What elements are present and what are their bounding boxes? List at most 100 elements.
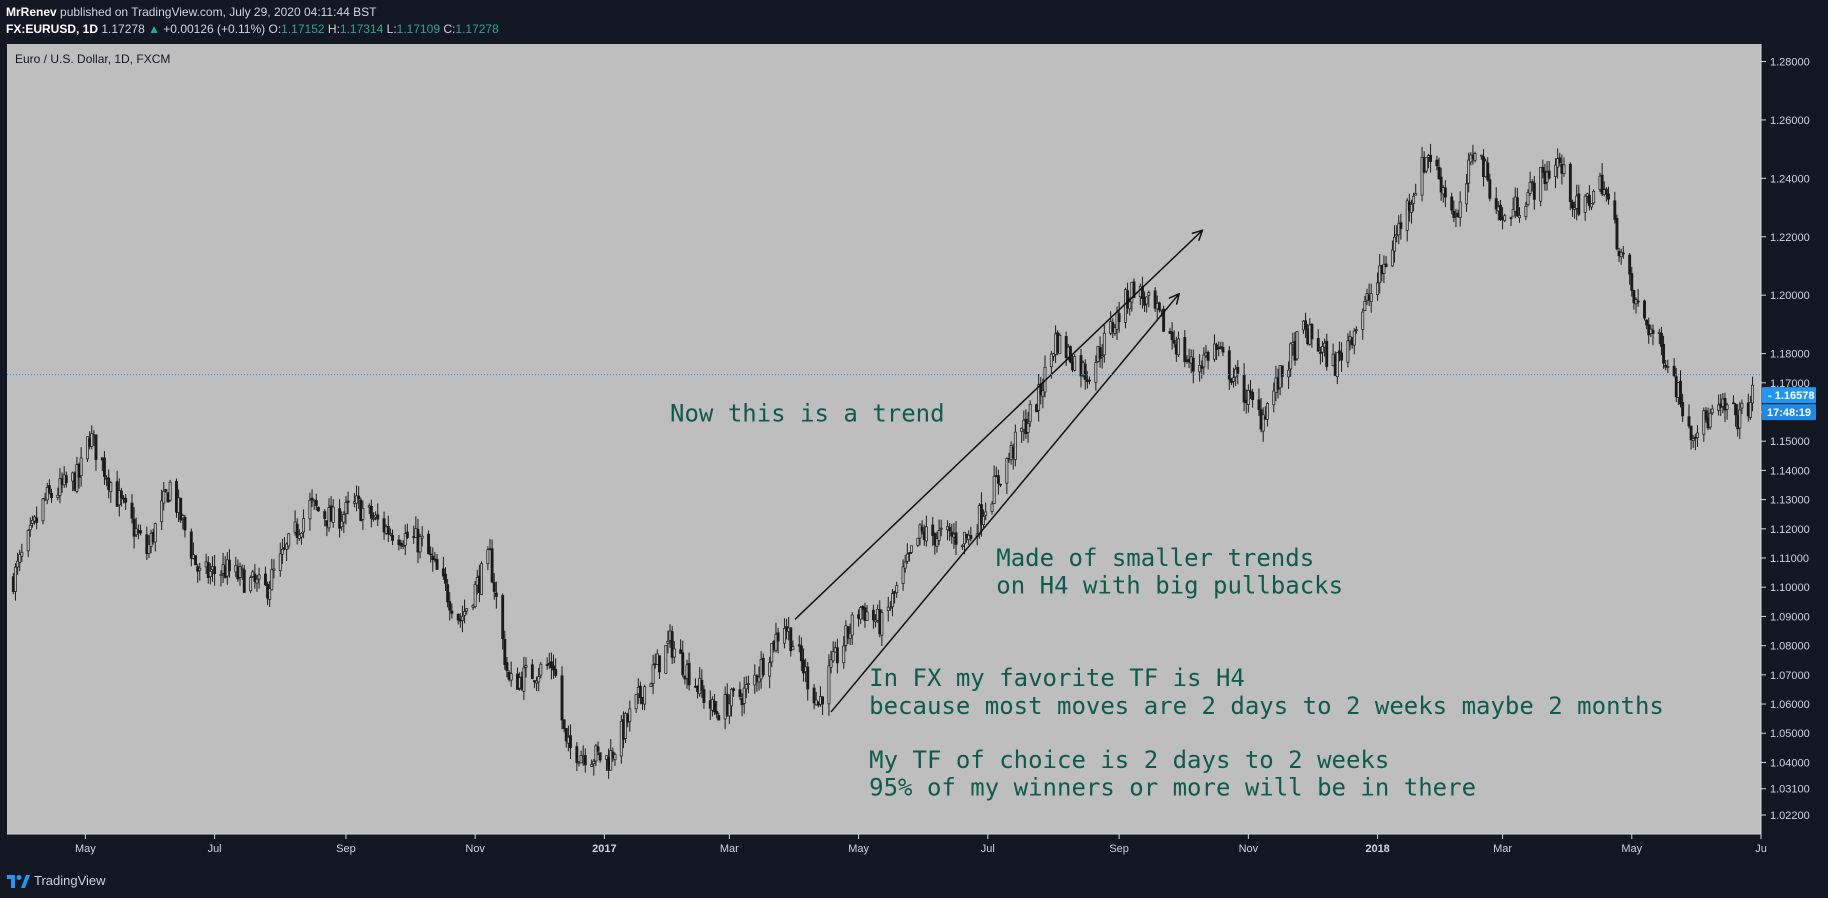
- time-tick-label: Ju: [1755, 843, 1767, 855]
- candle-body: [672, 648, 676, 658]
- candle-body: [1318, 352, 1322, 354]
- current-price-label: - 1.16578: [1768, 390, 1814, 402]
- close-label: C:: [443, 22, 456, 36]
- candle-body: [702, 689, 706, 703]
- chart-area[interactable]: Euro / U.S. Dollar, 1D, FXCM 1.28000 1.26…: [0, 44, 1828, 864]
- candle-body: [1630, 273, 1634, 291]
- candle-body: [429, 553, 433, 556]
- annotation-text[interactable]: In FX my favorite TF is H4 because most m…: [869, 664, 1664, 720]
- annotation-line: Now this is a trend: [670, 399, 945, 427]
- candle-body: [1662, 343, 1666, 364]
- candle-body: [992, 475, 996, 505]
- candle-body: [594, 745, 598, 762]
- candle-body: [1443, 187, 1447, 198]
- annotation-text[interactable]: Now this is a trend: [670, 399, 945, 427]
- candle-body: [948, 526, 952, 532]
- candle-body: [1068, 346, 1072, 363]
- candle-body: [1615, 218, 1619, 250]
- candle-body: [58, 478, 62, 496]
- candle-body: [846, 626, 850, 639]
- candle-body: [1672, 365, 1676, 376]
- candle-body: [242, 569, 246, 593]
- channel-upper-line[interactable]: [794, 231, 1202, 620]
- annotation-line: Made of smaller trends: [996, 544, 1314, 572]
- candle-body: [799, 645, 803, 662]
- countdown-tag: [1762, 404, 1816, 421]
- candle-body: [132, 518, 136, 537]
- candle-body: [355, 495, 358, 504]
- time-tick-label: Mar: [720, 843, 739, 855]
- candle-body: [382, 518, 386, 533]
- candle-body: [253, 573, 257, 582]
- candle-body: [1206, 351, 1210, 361]
- candle-body: [886, 606, 890, 611]
- candle-body: [554, 669, 558, 676]
- candle-body: [427, 533, 431, 555]
- candle-body: [638, 685, 642, 699]
- candle-body: [552, 665, 555, 671]
- candle-body: [1227, 350, 1231, 380]
- candle-body: [465, 608, 469, 612]
- price-tick-label: 1.05000: [1770, 728, 1810, 740]
- candle-body: [1558, 157, 1562, 164]
- candle-body: [776, 632, 780, 642]
- price-tick-label: 1.22000: [1770, 232, 1810, 244]
- candle-body: [198, 567, 202, 571]
- candle-body: [372, 517, 375, 520]
- candle-body: [1689, 425, 1693, 441]
- candle-body: [1354, 329, 1358, 332]
- candle-body: [1111, 322, 1115, 332]
- candle-body: [1191, 357, 1195, 372]
- annotation-line: My TF of choice is 2 days to 2 weeks: [869, 746, 1389, 774]
- author-name[interactable]: MrRenev: [6, 5, 57, 19]
- price-axis-panel[interactable]: [1761, 44, 1828, 834]
- candle-body: [1702, 410, 1706, 435]
- candle-body: [1600, 174, 1604, 195]
- candle-body: [1280, 365, 1284, 377]
- candle-body: [624, 713, 628, 739]
- candle-body: [238, 566, 242, 578]
- candle-body: [1587, 195, 1591, 207]
- annotations[interactable]: Now this is a trend Made of smaller trend…: [670, 399, 1664, 801]
- candle-body: [1748, 402, 1752, 418]
- candle-body: [1145, 296, 1149, 305]
- candle-body: [874, 619, 877, 623]
- annotation-line: In FX my favorite TF is H4: [869, 664, 1245, 692]
- time-axis-panel[interactable]: [0, 834, 1828, 864]
- candle-body: [1405, 200, 1409, 231]
- candle-body: [139, 530, 142, 534]
- candle-body: [391, 535, 394, 541]
- candle-body: [1246, 389, 1250, 405]
- candle-body: [782, 627, 786, 644]
- candle-body: [1088, 379, 1091, 382]
- time-tick-label: Nov: [465, 843, 485, 855]
- footer-brand[interactable]: TradingView: [34, 873, 106, 888]
- candle-body: [1249, 390, 1252, 393]
- annotation-text[interactable]: Made of smaller trends on H4 with big pul…: [996, 544, 1343, 600]
- candle-body: [916, 537, 920, 546]
- candle-body: [1117, 313, 1121, 323]
- candle-body: [179, 497, 183, 521]
- candle-body: [1488, 179, 1492, 199]
- drawings[interactable]: [794, 231, 1202, 713]
- candle-body: [649, 683, 653, 687]
- candle-body: [1528, 181, 1532, 194]
- candle-body: [1221, 346, 1225, 353]
- candle-body: [130, 502, 134, 519]
- annotation-text[interactable]: My TF of choice is 2 days to 2 weeks 95% …: [869, 746, 1476, 802]
- candle-body: [1420, 156, 1424, 196]
- candle-body: [1257, 399, 1261, 410]
- channel-lower-line[interactable]: [830, 295, 1178, 713]
- candle-body: [827, 665, 831, 705]
- candle-body: [494, 592, 498, 597]
- candle-body: [831, 651, 835, 662]
- candle-body: [713, 700, 716, 713]
- candle-body: [1337, 350, 1341, 354]
- candle-body: [456, 613, 460, 621]
- time-tick-label: 2017: [592, 843, 616, 855]
- candle-body: [742, 687, 746, 704]
- candle-body: [249, 577, 253, 592]
- price-tick-label: 1.17000: [1770, 378, 1810, 390]
- candle-body: [1289, 343, 1293, 370]
- tradingview-logo-icon[interactable]: [6, 873, 30, 889]
